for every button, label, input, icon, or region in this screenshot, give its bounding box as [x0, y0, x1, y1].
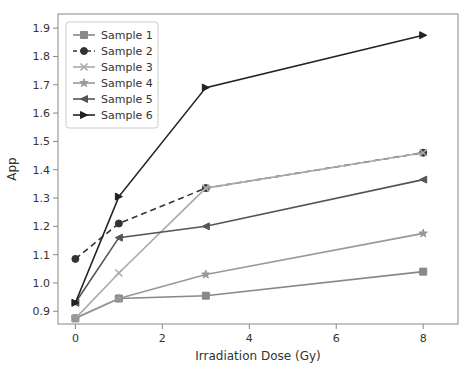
- series-line: [75, 233, 423, 318]
- legend-label: Sample 4: [101, 77, 153, 90]
- y-tick: [53, 113, 58, 114]
- data-point: [115, 295, 122, 302]
- data-point: [72, 299, 79, 306]
- y-tick: [53, 28, 58, 29]
- x-axis-label: Irradiation Dose (Gy): [195, 349, 320, 363]
- plot-frame: [58, 14, 458, 324]
- y-tick: [53, 282, 58, 283]
- legend-label: Sample 3: [101, 61, 153, 74]
- y-tick-label: 1.6: [33, 107, 51, 120]
- x-tick: [75, 324, 76, 329]
- y-tick: [53, 311, 58, 312]
- data-point: [420, 32, 427, 39]
- chart: 0 2 4 6 8 0.9 1.0 1.1 1.2 1.3 1.4 1.5 1.6 1.7 1.8 1.9 Ir…: [0, 0, 474, 370]
- y-tick-label: 1.7: [33, 79, 51, 92]
- data-point: [115, 234, 122, 241]
- legend-label: Sample 6: [101, 109, 153, 122]
- y-axis-label: App: [5, 157, 19, 180]
- data-point: [115, 193, 122, 200]
- y-tick-label: 1.3: [33, 192, 51, 205]
- data-point: [115, 220, 122, 227]
- x-tick-label: 0: [72, 332, 79, 345]
- data-point: [420, 176, 427, 183]
- y-tick: [53, 84, 58, 85]
- y-tick-label: 1.9: [33, 22, 51, 35]
- y-tick-label: 1.5: [33, 135, 51, 148]
- data-point: [419, 229, 427, 237]
- legend-box: [66, 22, 158, 128]
- x-tick: [162, 324, 163, 329]
- data-point: [420, 149, 427, 156]
- legend-marker: [81, 32, 88, 39]
- legend-marker: [81, 96, 88, 103]
- y-tick: [53, 169, 58, 170]
- legend-label: Sample 1: [101, 29, 153, 42]
- y-tick-label: 1.4: [33, 164, 51, 177]
- legend-marker: [81, 112, 88, 119]
- data-point: [202, 223, 209, 230]
- series-line: [75, 153, 423, 319]
- axes: 0 2 4 6 8 0.9 1.0 1.1 1.2 1.3 1.4 1.5 1.6 1.7 1.8 1.9: [33, 22, 427, 345]
- y-tick: [53, 254, 58, 255]
- x-tick-label: 4: [246, 332, 253, 345]
- y-tick-label: 1.1: [33, 249, 51, 262]
- data-point: [72, 315, 79, 322]
- y-tick: [53, 56, 58, 57]
- legend-marker: [80, 79, 88, 87]
- legend-marker: [81, 48, 88, 55]
- data-point: [202, 270, 210, 278]
- data-point: [72, 315, 79, 322]
- y-tick: [53, 141, 58, 142]
- y-tick-label: 1.2: [33, 220, 51, 233]
- data-point: [202, 185, 209, 192]
- x-tick-label: 8: [420, 332, 427, 345]
- x-tick-label: 6: [333, 332, 340, 345]
- legend-label: Sample 5: [101, 93, 153, 106]
- x-tick: [336, 324, 337, 329]
- x-tick: [423, 324, 424, 329]
- series-line: [75, 180, 423, 303]
- data-point: [420, 268, 427, 275]
- data-point: [202, 292, 209, 299]
- data-point: [115, 294, 123, 302]
- legend: Sample 1 Sample 2 Sample 3 Sample 4 Sample 5…: [66, 22, 158, 128]
- y-tick-label: 1.0: [33, 277, 51, 290]
- x-tick: [249, 324, 250, 329]
- y-tick-label: 1.8: [33, 50, 51, 63]
- data-point: [72, 255, 79, 262]
- data-point: [202, 84, 209, 91]
- data-point: [72, 299, 79, 306]
- x-tick-label: 2: [159, 332, 166, 345]
- series-line: [75, 272, 423, 319]
- y-tick-label: 0.9: [33, 305, 51, 318]
- legend-label: Sample 2: [101, 45, 153, 58]
- y-tick: [53, 226, 58, 227]
- data-point: [115, 270, 122, 277]
- data-point: [71, 314, 79, 322]
- legend-marker: [81, 64, 88, 71]
- y-tick: [53, 198, 58, 199]
